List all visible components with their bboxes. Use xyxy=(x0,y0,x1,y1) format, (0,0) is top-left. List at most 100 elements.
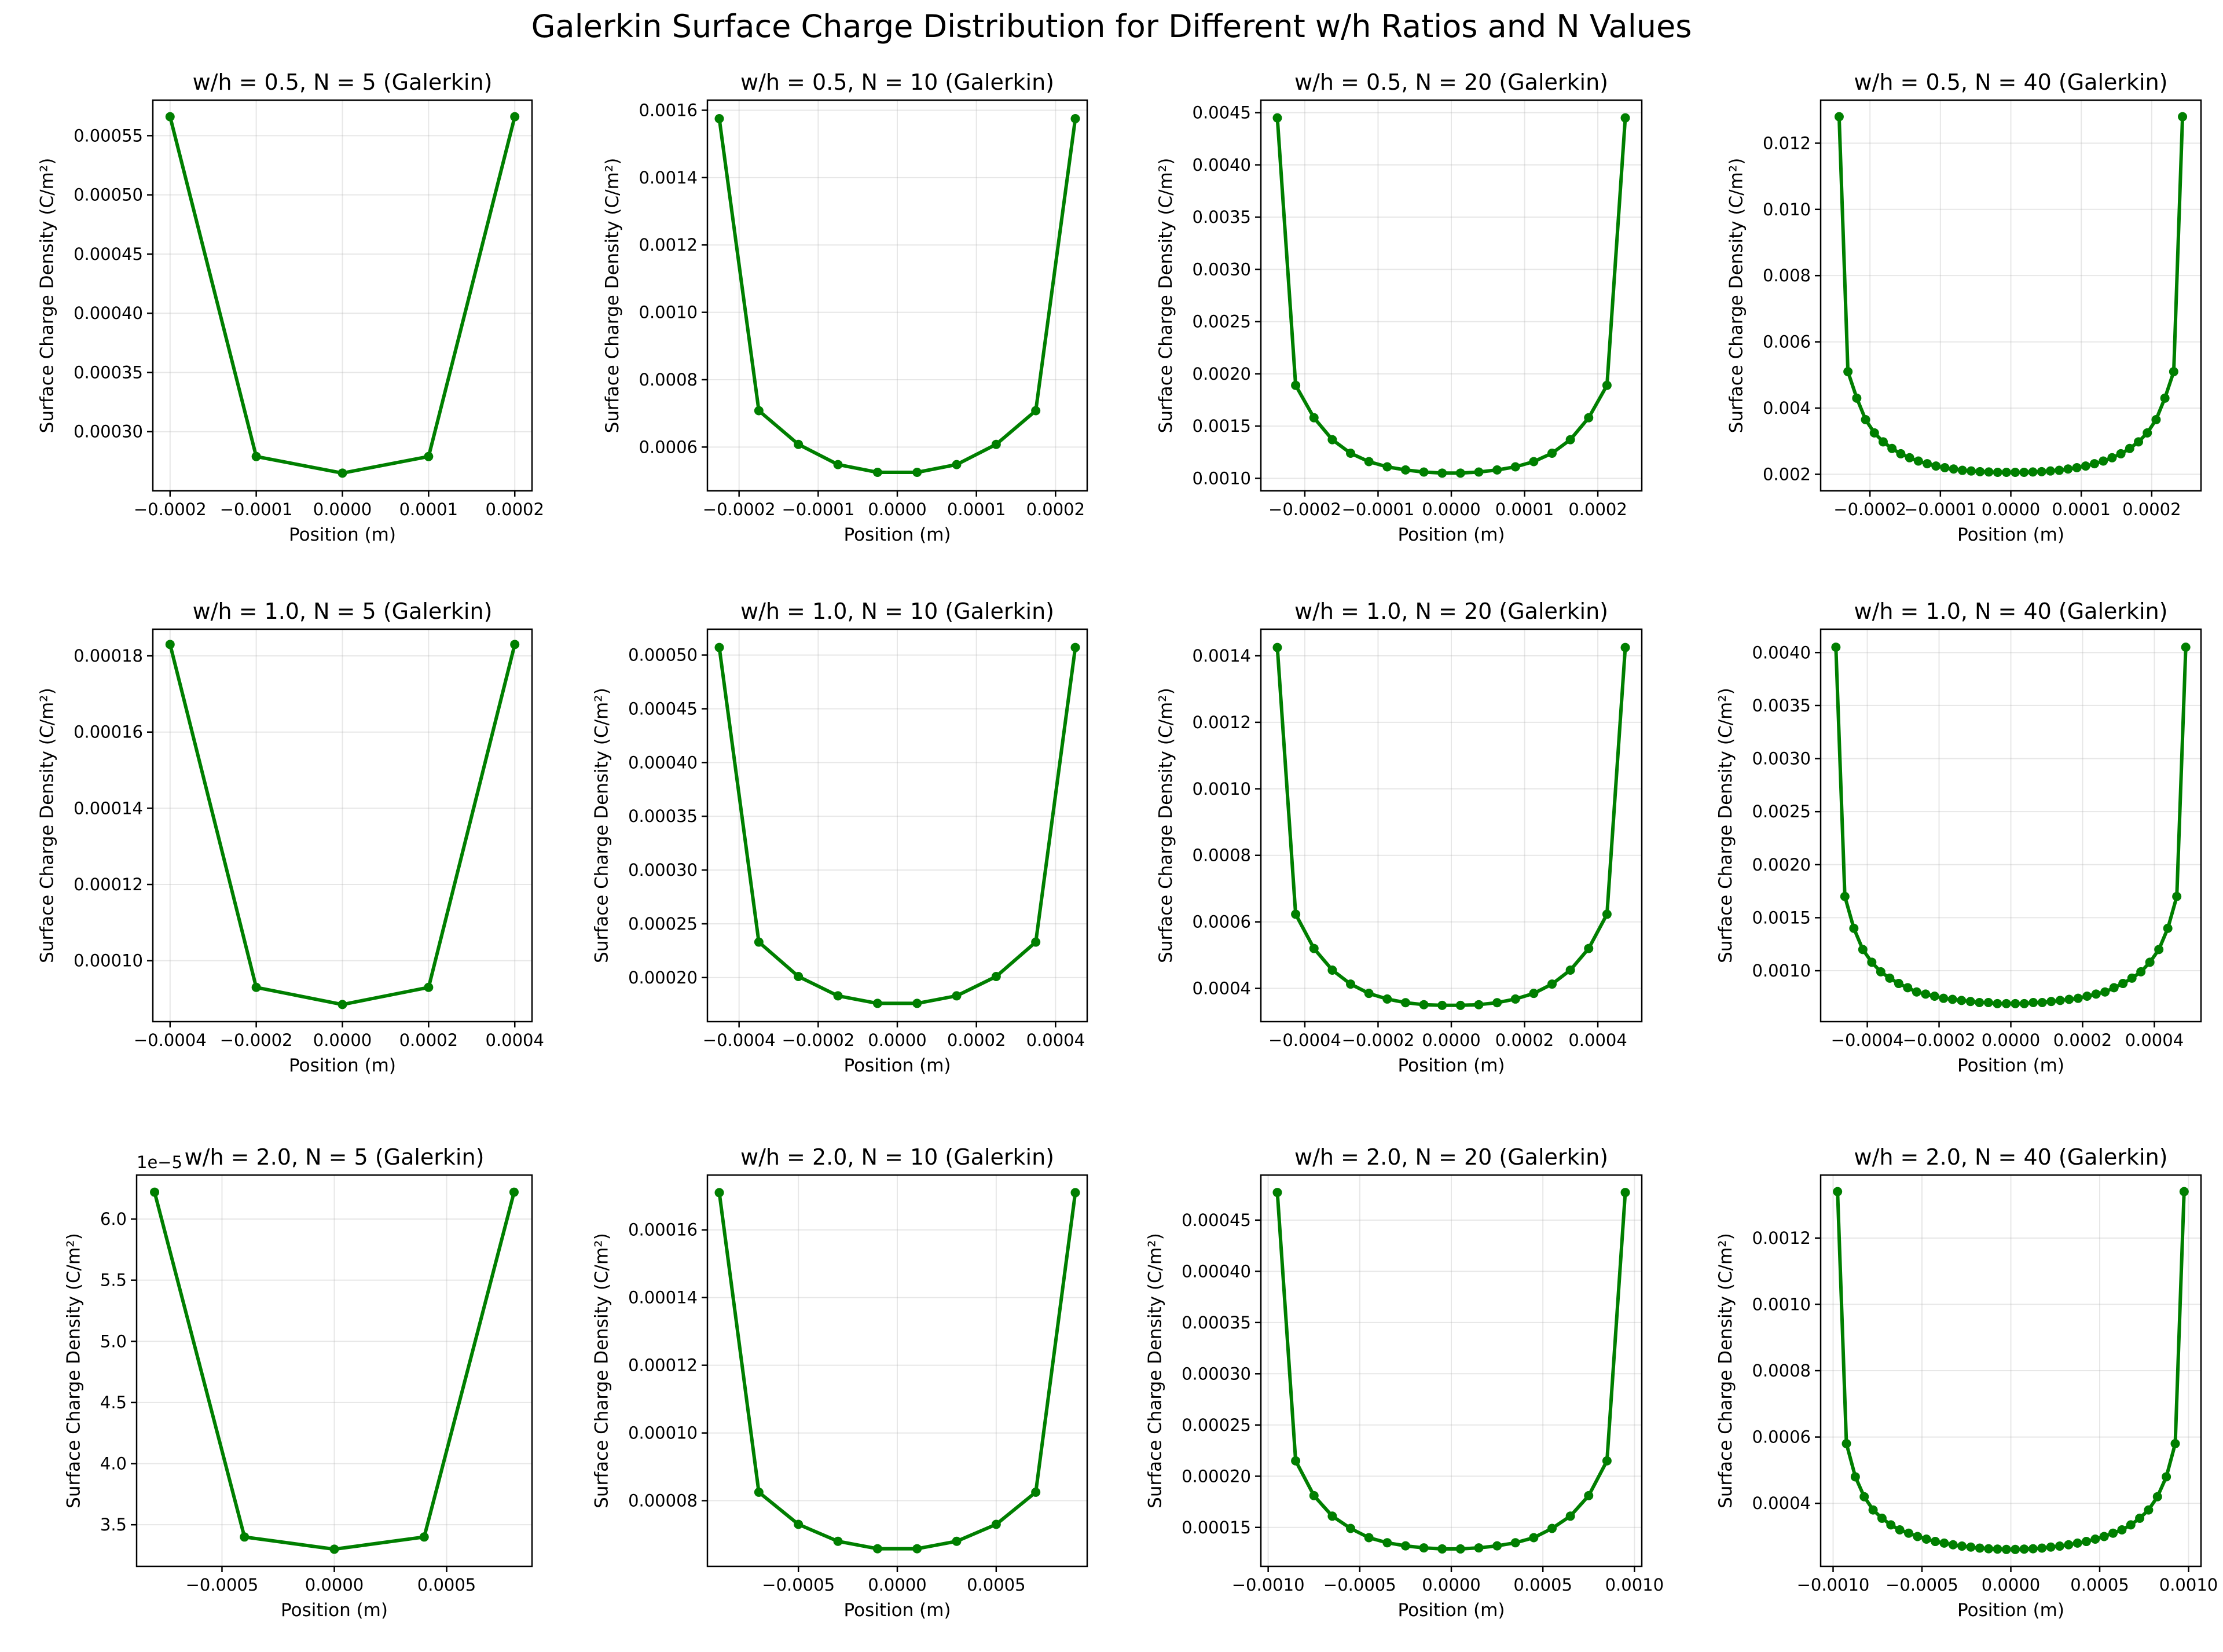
data-point xyxy=(1620,113,1630,123)
data-point xyxy=(1070,643,1080,652)
data-point xyxy=(1031,1487,1041,1497)
y-tick-label: 0.0012 xyxy=(1193,713,1251,732)
data-point xyxy=(1975,467,1985,476)
subplot-title: w/h = 0.5, N = 5 (Galerkin) xyxy=(193,69,493,95)
data-point xyxy=(1602,380,1612,390)
data-point xyxy=(991,1519,1001,1529)
y-axis-label: Surface Charge Density (C/m²) xyxy=(37,688,58,963)
data-point xyxy=(1510,1538,1520,1548)
data-point xyxy=(1984,1544,1994,1554)
data-point xyxy=(2117,1525,2127,1534)
subplot-1-1: −0.0002 −0.0001 0.0000 0.0001 0.0002 0.00030 0… xyxy=(37,69,544,545)
x-tick-label: 0.0000 xyxy=(1982,500,2040,519)
x-axis-label: Position (m) xyxy=(289,524,396,545)
data-point xyxy=(1931,461,1941,471)
data-point xyxy=(2019,1544,2029,1554)
data-point xyxy=(1510,994,1520,1004)
y-tick-label: 0.00012 xyxy=(74,875,143,894)
data-point xyxy=(1529,457,1539,467)
subplot-title: w/h = 2.0, N = 40 (Galerkin) xyxy=(1854,1144,2167,1170)
data-point xyxy=(2073,993,2083,1003)
data-point xyxy=(2001,1544,2011,1554)
data-point xyxy=(2064,1540,2074,1550)
data-point xyxy=(1474,467,1484,477)
data-point xyxy=(1364,457,1374,467)
y-tick-label: 0.0014 xyxy=(1193,646,1251,666)
x-tick-label: 0.0001 xyxy=(947,500,1006,519)
data-point xyxy=(1529,989,1539,998)
y-tick-label: 0.0010 xyxy=(1193,468,1251,488)
data-point xyxy=(2055,1541,2064,1551)
data-point xyxy=(2181,643,2191,652)
data-point xyxy=(912,1544,922,1554)
y-tick-label: 0.00040 xyxy=(628,752,698,772)
y-axis-label: Surface Charge Density (C/m²) xyxy=(37,158,58,434)
data-point xyxy=(2126,1520,2136,1530)
y-tick-label: 0.0035 xyxy=(1752,696,1811,715)
x-tick-label: 0.0002 xyxy=(2053,1030,2112,1050)
y-tick-label: 0.0020 xyxy=(1193,364,1251,384)
data-point xyxy=(2001,998,2011,1008)
x-tick-label: −0.0002 xyxy=(220,1030,293,1050)
data-point xyxy=(1905,453,1914,462)
data-point xyxy=(1834,112,1844,122)
data-point xyxy=(1529,1533,1539,1543)
data-point xyxy=(2151,415,2161,425)
y-tick-label: 0.00012 xyxy=(628,1356,698,1375)
data-point xyxy=(1455,1544,1465,1554)
data-point xyxy=(2064,994,2074,1004)
x-axis-label: Position (m) xyxy=(844,1055,951,1076)
data-point xyxy=(1949,464,1958,474)
y-tick-label: 0.0045 xyxy=(1193,103,1251,123)
x-tick-label: −0.0002 xyxy=(1268,500,1341,519)
y-tick-label: 0.00016 xyxy=(74,722,143,742)
subplot-3-2: −0.0005 0.0000 0.0005 0.00008 0.00010 0.00012… xyxy=(592,1144,1088,1621)
data-point xyxy=(2028,1544,2038,1554)
axes-frame xyxy=(706,1174,1088,1567)
data-point xyxy=(165,640,175,649)
data-point xyxy=(1474,1000,1484,1009)
y-tick-label: 0.00014 xyxy=(74,798,143,818)
data-point xyxy=(2143,428,2152,438)
y-tick-label: 0.00040 xyxy=(1182,1261,1251,1281)
subplot-title: w/h = 1.0, N = 10 (Galerkin) xyxy=(740,599,1054,624)
x-tick-label: 0.0005 xyxy=(967,1575,1025,1595)
data-point xyxy=(1309,413,1319,423)
data-point xyxy=(1382,1538,1392,1548)
series-line xyxy=(717,117,1077,474)
y-axis-label: Surface Charge Density (C/m²) xyxy=(1155,688,1176,963)
data-point xyxy=(2019,467,2029,477)
data-point xyxy=(1894,979,1903,989)
subplot-3-1: −0.0005 0.0000 0.0005 3.5 4.0 4.5 5.0 5.5 6.0 w/h… xyxy=(64,1144,533,1621)
y-tick-label: 0.0012 xyxy=(1752,1228,1811,1248)
x-tick-label: −0.0002 xyxy=(703,500,776,519)
data-point xyxy=(2099,1532,2109,1541)
y-tick-label: 0.0025 xyxy=(1752,802,1811,821)
data-point xyxy=(2107,453,2117,462)
data-point xyxy=(794,1519,804,1529)
data-point xyxy=(1887,443,1897,453)
data-point xyxy=(1861,415,1870,425)
data-point xyxy=(1913,1532,1923,1541)
y-tick-label: 0.00018 xyxy=(74,646,143,666)
x-tick-label: 0.0000 xyxy=(1982,1575,2040,1595)
y-tick-label: 0.00040 xyxy=(74,303,143,323)
data-point xyxy=(1895,1525,1905,1534)
data-point xyxy=(2154,945,2164,955)
x-tick-label: −0.0001 xyxy=(1342,500,1415,519)
data-point xyxy=(1840,891,1850,901)
y-tick-label: 0.012 xyxy=(1763,133,1811,153)
data-point xyxy=(1346,449,1356,458)
data-point xyxy=(2136,967,2146,976)
data-point xyxy=(794,439,804,449)
data-point xyxy=(912,467,922,477)
data-point xyxy=(1547,449,1557,458)
y-tick-label: 0.00050 xyxy=(74,185,143,205)
subplot-grid: −0.0002 −0.0001 0.0000 0.0001 0.00020.000300… xyxy=(37,69,2218,1621)
data-point xyxy=(1309,944,1319,953)
axes-frame xyxy=(1260,1174,1643,1567)
y-tick-label: 0.00035 xyxy=(1182,1313,1251,1332)
figure-title: Galerkin Surface Charge Distribution for… xyxy=(531,8,1692,45)
data-point xyxy=(1869,428,1879,438)
data-point xyxy=(1602,1456,1612,1466)
